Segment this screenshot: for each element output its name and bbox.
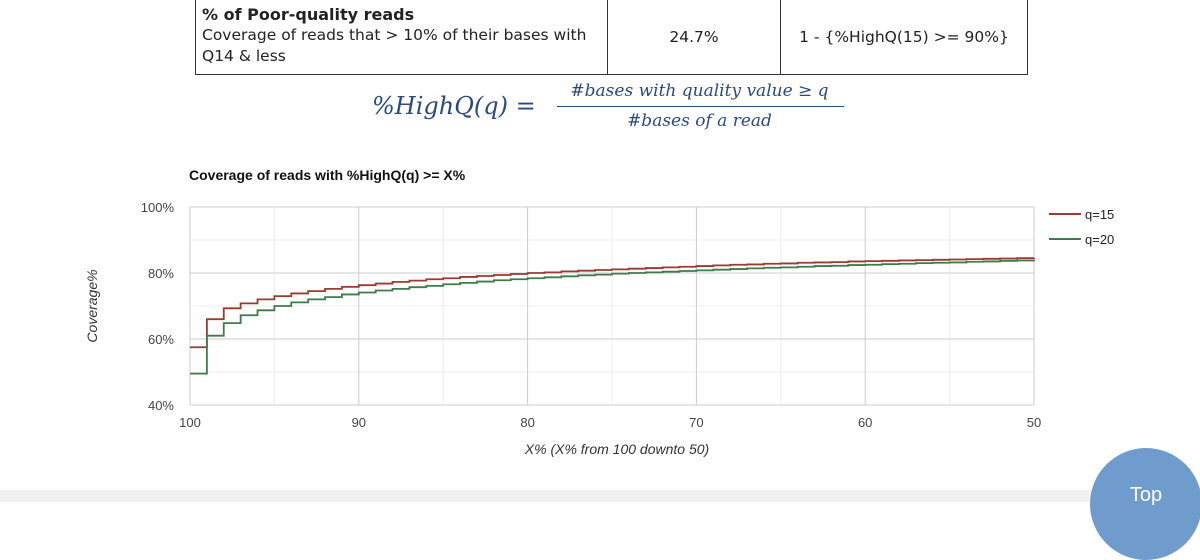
chart-legend: q=15 q=20: [1049, 207, 1114, 247]
chart-gridlines: [189, 206, 1035, 406]
metric-value: 24.7%: [607, 0, 781, 75]
legend-label: q=15: [1085, 207, 1114, 222]
equation-numerator: #bases with quality value ≥ q: [570, 81, 829, 101]
x-tick-label: 60: [858, 415, 872, 430]
y-axis-label: Coverage%: [84, 269, 100, 342]
legend-label: q=20: [1085, 232, 1114, 247]
chart-axes: 40% 60% 80% 100% 100 90 80 70 60 50 X% (X% from 10…: [84, 200, 1041, 457]
y-tick-label: 80%: [148, 266, 174, 281]
x-tick-label: 70: [689, 415, 703, 430]
chart-series: [190, 257, 1035, 375]
bottom-bar: [0, 490, 1200, 502]
fraction-bar: [557, 106, 844, 107]
chart-title: Coverage of reads with %HighQ(q) >= X%: [189, 167, 466, 183]
series-line-q15: [190, 257, 1035, 349]
table-row: % of Poor-quality reads Coverage of read…: [195, 0, 1028, 75]
y-tick-label: 100%: [141, 200, 175, 215]
metric-formula: 1 - {%HighQ(15) >= 90%}: [780, 0, 1028, 75]
x-tick-label: 80: [520, 415, 534, 430]
equation-lhs: %HighQ(q) =: [372, 92, 536, 120]
metric-table: % of Poor-quality reads Coverage of read…: [195, 0, 1028, 75]
x-tick-label: 50: [1027, 415, 1041, 430]
x-tick-label: 100: [179, 415, 201, 430]
metric-cell: % of Poor-quality reads Coverage of read…: [195, 0, 608, 75]
highq-equation: %HighQ(q) = #bases with quality value ≥ …: [372, 78, 872, 138]
x-tick-label: 90: [352, 415, 366, 430]
series-line-q20: [190, 259, 1035, 375]
y-tick-label: 60%: [148, 332, 174, 347]
top-button[interactable]: Top: [1090, 448, 1200, 560]
x-axis-label: X% (X% from 100 downto 50): [524, 441, 709, 457]
y-tick-label: 40%: [148, 398, 174, 413]
coverage-chart: 40% 60% 80% 100% 100 90 80 70 60 50 X% (X% from 10…: [84, 200, 1114, 457]
equation-denominator: #bases of a read: [627, 111, 772, 131]
metric-title: % of Poor-quality reads: [202, 5, 415, 24]
metric-description: Coverage of reads that > 10% of their ba…: [202, 26, 587, 65]
